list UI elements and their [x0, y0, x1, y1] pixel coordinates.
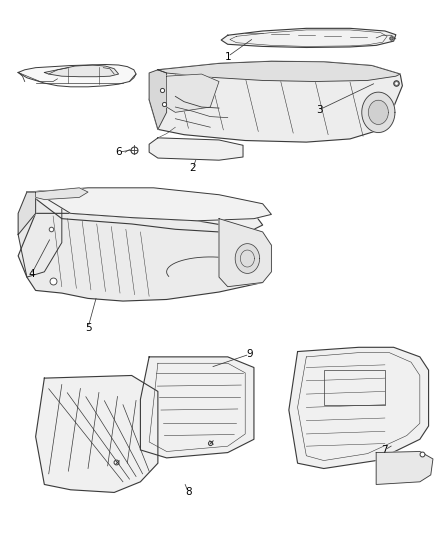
Polygon shape — [149, 70, 166, 130]
Polygon shape — [18, 192, 35, 235]
Polygon shape — [149, 61, 403, 142]
Polygon shape — [27, 189, 263, 232]
Polygon shape — [221, 28, 396, 47]
Polygon shape — [149, 138, 243, 160]
Text: 6: 6 — [115, 147, 122, 157]
Polygon shape — [44, 65, 119, 77]
Text: 7: 7 — [381, 445, 388, 455]
Text: 9: 9 — [246, 349, 253, 359]
Text: 4: 4 — [28, 270, 35, 279]
Bar — [324, 370, 385, 405]
Polygon shape — [35, 188, 272, 221]
Polygon shape — [18, 213, 272, 301]
Polygon shape — [219, 219, 272, 287]
Polygon shape — [18, 190, 62, 277]
Polygon shape — [235, 244, 260, 273]
Polygon shape — [368, 100, 389, 124]
Polygon shape — [35, 188, 88, 199]
Polygon shape — [158, 61, 400, 82]
Polygon shape — [362, 92, 395, 133]
Text: 8: 8 — [185, 488, 192, 497]
Text: 1: 1 — [224, 52, 231, 61]
Text: 3: 3 — [316, 104, 323, 115]
Polygon shape — [166, 74, 219, 112]
Polygon shape — [18, 64, 136, 87]
Text: 5: 5 — [85, 322, 92, 333]
Polygon shape — [289, 348, 428, 469]
Polygon shape — [141, 357, 254, 458]
Polygon shape — [376, 451, 433, 484]
Polygon shape — [35, 375, 158, 492]
Text: 2: 2 — [190, 163, 196, 173]
